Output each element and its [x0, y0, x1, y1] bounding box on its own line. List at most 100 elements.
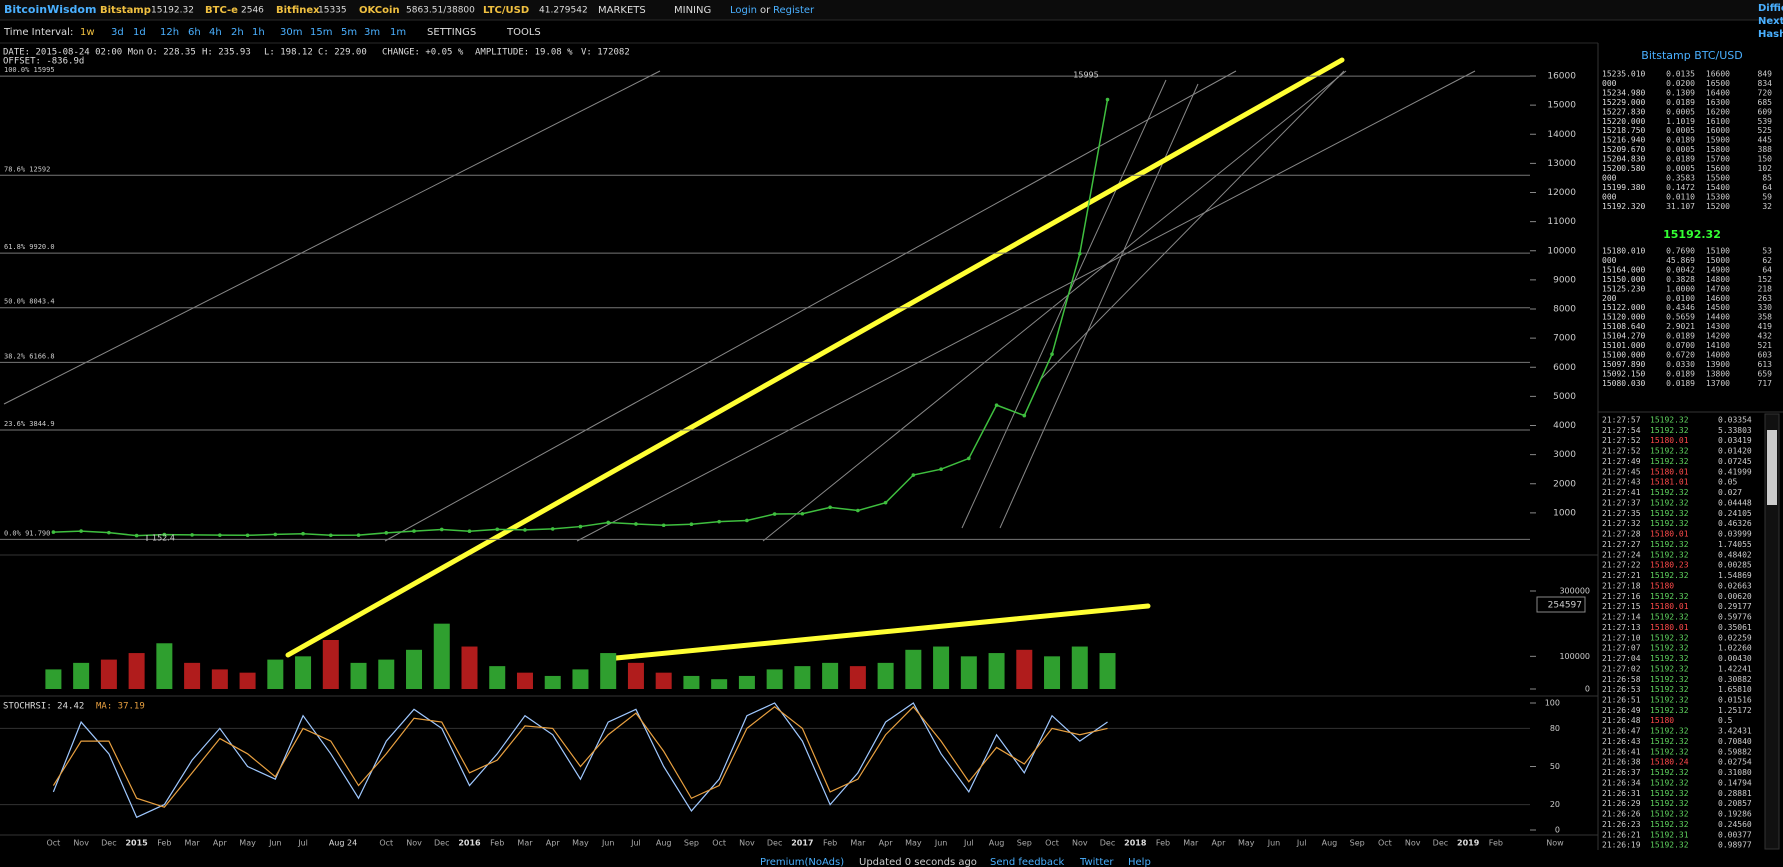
orderbook-cell: 15125.230 — [1602, 284, 1646, 293]
trade-amount: 1.74055 — [1718, 540, 1752, 549]
interval-button[interactable]: 30m — [280, 27, 302, 38]
trade-time: 21:27:57 — [1602, 416, 1641, 425]
volume-bar — [322, 640, 339, 689]
footer-link[interactable]: Send feedback — [990, 857, 1065, 867]
orderbook-cell: 0.0100 — [1666, 294, 1695, 303]
interval-button[interactable]: 1w — [80, 27, 95, 38]
interval-button[interactable]: 3d — [111, 27, 124, 38]
interval-button[interactable]: 2h — [231, 27, 244, 38]
interval-button[interactable]: 4h — [209, 27, 222, 38]
price-point — [994, 403, 999, 407]
volume-bar — [45, 669, 62, 689]
orderbook-cell: 0.0189 — [1666, 369, 1695, 378]
crosshair-box — [322, 836, 364, 850]
trade-amount: 1.42241 — [1718, 664, 1752, 673]
volume-bar — [572, 669, 589, 689]
price-point — [967, 456, 971, 461]
ticker-name[interactable]: Bitfinex — [276, 5, 320, 16]
menu[interactable]: MINING — [674, 5, 711, 16]
price-point — [134, 533, 139, 538]
x-tick-label: Dec — [767, 839, 782, 848]
login-link[interactable]: Login — [730, 5, 757, 16]
x-tick-label: Jun — [934, 839, 948, 848]
orderbook-cell: 0.0005 — [1666, 126, 1695, 135]
orderbook-cell: 388 — [1758, 145, 1773, 154]
orderbook-cell: 330 — [1758, 303, 1773, 312]
orderbook-cell: 45.869 — [1666, 256, 1695, 265]
interval-button[interactable]: 1h — [252, 27, 265, 38]
trade-amount: 0.02754 — [1718, 758, 1752, 767]
toolbar-menu[interactable]: TOOLS — [506, 27, 541, 38]
trade-amount: 0.28881 — [1718, 789, 1752, 798]
footer-link[interactable]: Help — [1128, 857, 1151, 867]
brand[interactable]: BitcoinWisdom — [4, 3, 96, 16]
ticker-name[interactable]: LTC/USD — [483, 5, 529, 16]
info-field: V: 172082 — [581, 48, 630, 58]
footer-link[interactable]: Premium(NoAds) — [760, 857, 844, 867]
volume-current-box — [1536, 596, 1586, 613]
volume-tick-label: 100000 — [1559, 652, 1590, 661]
interval-button[interactable]: 15m — [310, 27, 332, 38]
orderbook-cell: 0.0189 — [1666, 332, 1695, 341]
register-link[interactable]: Register — [773, 5, 815, 16]
trade-amount: 0.31080 — [1718, 768, 1752, 777]
orderbook-cell: 000 — [1602, 173, 1617, 182]
trade-price: 15192.32 — [1650, 613, 1689, 622]
interval-button[interactable]: 1d — [133, 27, 146, 38]
x-tick-label: Oct — [1378, 839, 1392, 848]
x-tick-label: May — [1238, 839, 1255, 848]
x-tick-label: Oct — [46, 839, 60, 848]
interval-button[interactable]: 5m — [341, 27, 357, 38]
ticker-name[interactable]: OKCoin — [359, 5, 400, 16]
scrollbar-thumb[interactable] — [1767, 430, 1777, 505]
interval-button[interactable]: 1m — [390, 27, 406, 38]
volume-bar — [738, 675, 755, 689]
trade-price: 15180.01 — [1650, 530, 1689, 539]
orderbook-cell: 15227.830 — [1602, 107, 1646, 116]
orderbook-cell: 15300 — [1706, 192, 1730, 201]
orderbook-cell: 15209.670 — [1602, 145, 1646, 154]
orderbook-cell: 15220.000 — [1602, 117, 1646, 126]
x-tick-label: Mar — [850, 839, 866, 848]
trade-time: 21:27:27 — [1602, 540, 1641, 549]
ticker-name[interactable]: Bitstamp — [100, 5, 151, 16]
trade-amount: 0.19286 — [1718, 810, 1752, 819]
scrollbar[interactable] — [1764, 413, 1780, 850]
trade-amount: 0.02259 — [1718, 633, 1752, 642]
crosshair-label: Aug 24 — [329, 839, 357, 848]
x-tick-label: Sep — [684, 839, 699, 848]
interval-button[interactable]: 6h — [188, 27, 201, 38]
toolbar-menu[interactable]: SETTINGS — [427, 27, 476, 38]
orderbook-cell: 16300 — [1706, 98, 1730, 107]
ticker-name[interactable]: BTC-e — [205, 5, 238, 16]
volume-bar — [378, 659, 395, 689]
footer-link[interactable]: Twitter — [1079, 857, 1114, 867]
orderbook-cell: 659 — [1758, 369, 1773, 378]
interval-button[interactable]: 3m — [364, 27, 380, 38]
price-point — [523, 528, 527, 532]
trade-time: 21:26:47 — [1602, 727, 1641, 736]
price-point — [79, 529, 83, 533]
orderbook-cell: 720 — [1758, 88, 1773, 97]
trade-time: 21:27:28 — [1602, 530, 1641, 539]
trade-time: 21:27:41 — [1602, 488, 1641, 497]
volume-tick-label: 0 — [1585, 685, 1590, 694]
trade-price: 15180.01 — [1650, 467, 1689, 476]
interval-button[interactable]: 12h — [160, 27, 179, 38]
trade-amount: 0.07245 — [1718, 457, 1752, 466]
price-point — [384, 531, 389, 535]
volume-bar — [184, 662, 201, 689]
trade-time: 21:27:02 — [1602, 664, 1641, 673]
volume-current: 254597 — [1548, 601, 1582, 611]
y-tick-label: 9000 — [1553, 275, 1576, 285]
menu[interactable]: MARKETS — [598, 5, 646, 16]
orderbook-cell: 15216.940 — [1602, 136, 1646, 145]
volume-bar — [350, 662, 367, 689]
price-point — [550, 527, 555, 531]
trade-price: 15192.32 — [1650, 789, 1689, 798]
orderbook-cell: 14900 — [1706, 265, 1730, 274]
x-tick-label: Jul — [297, 839, 308, 848]
fib-label: 100.0% 15995 — [4, 66, 55, 74]
price-point — [245, 533, 250, 538]
trade-time: 21:27:15 — [1602, 602, 1641, 611]
